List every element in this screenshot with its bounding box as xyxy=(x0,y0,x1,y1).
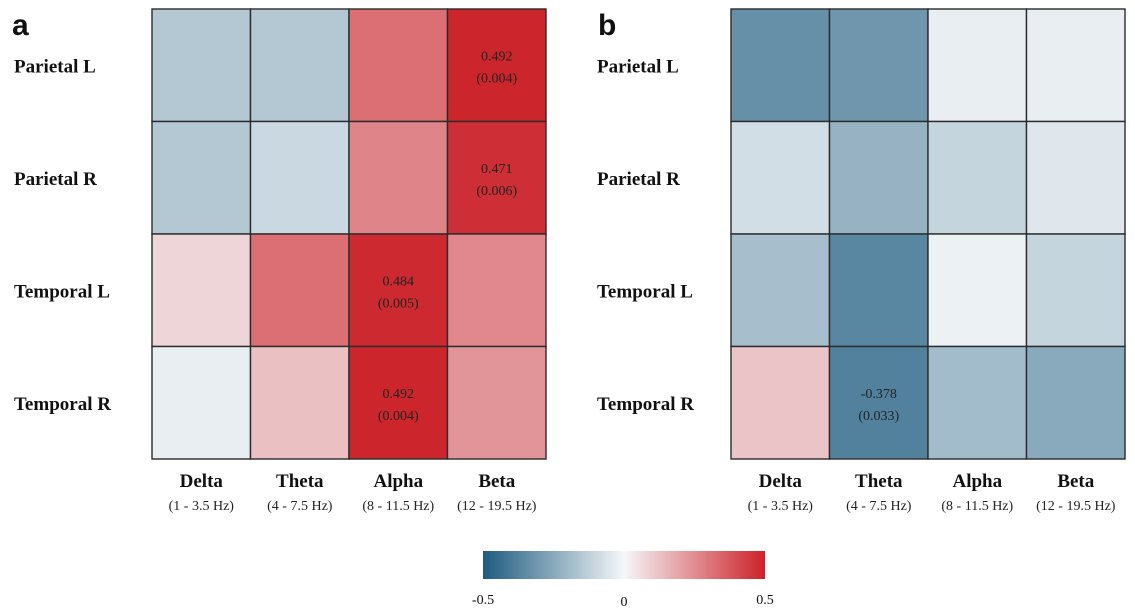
cell-value-a-2: 0.484 xyxy=(383,274,415,289)
row-label-a-0: Parietal L xyxy=(14,56,96,77)
column-label-a-3: Beta xyxy=(478,471,515,492)
row-label-b-0: Parietal L xyxy=(597,56,679,77)
heatmap-cell-b-2-3 xyxy=(1025,233,1126,348)
heatmap-cell-a-1-3 xyxy=(446,120,547,235)
column-range-b-0: (1 - 3.5 Hz) xyxy=(748,499,814,514)
column-range-a-1: (4 - 7.5 Hz) xyxy=(267,499,333,514)
row-label-a-2: Temporal L xyxy=(14,281,110,302)
heatmap-cell-b-1-0 xyxy=(730,120,831,235)
panel-label-a: a xyxy=(12,9,29,42)
cell-value-a-0: 0.492 xyxy=(481,49,513,64)
column-range-b-2: (8 - 11.5 Hz) xyxy=(941,499,1013,514)
row-label-b-2: Temporal L xyxy=(597,281,693,302)
heatmap-cell-b-2-1 xyxy=(828,233,929,348)
heatmap-cell-a-1-2 xyxy=(348,120,449,235)
heatmap-cell-a-0-2 xyxy=(348,8,449,123)
row-label-a-1: Parietal R xyxy=(14,169,97,190)
heatmap-cell-a-3-0 xyxy=(151,345,252,460)
cell-pvalue-a-3: (0.004) xyxy=(378,409,419,424)
heatmap-cell-a-0-1 xyxy=(249,8,350,123)
heatmap-cell-a-1-1 xyxy=(249,120,350,235)
column-label-a-0: Delta xyxy=(180,471,224,492)
cell-value-a-3: 0.492 xyxy=(383,387,415,402)
row-label-b-1: Parietal R xyxy=(597,169,680,190)
heatmap-cell-a-2-0 xyxy=(151,233,252,348)
heatmap-cell-b-2-0 xyxy=(730,233,831,348)
heatmap-cell-a-2-1 xyxy=(249,233,350,348)
column-label-b-3: Beta xyxy=(1057,471,1094,492)
heatmap-cell-b-3-1 xyxy=(828,345,929,460)
heatmap-cell-b-3-3 xyxy=(1025,345,1126,460)
heatmap-cell-b-0-2 xyxy=(927,8,1028,123)
panel-label-b: b xyxy=(598,9,616,42)
heatmap-cell-b-1-2 xyxy=(927,120,1028,235)
cell-value-a-1: 0.471 xyxy=(481,162,513,177)
cell-pvalue-a-1: (0.006) xyxy=(476,184,517,199)
heatmap-panel-a: a Parietal L Parietal R Temporal L Temporal … xyxy=(12,8,547,514)
column-range-a-0: (1 - 3.5 Hz) xyxy=(169,499,235,514)
heatmap-cell-b-3-0 xyxy=(730,345,831,460)
colorbar: -0.5 0 0.5 xyxy=(472,551,774,610)
row-label-b-3: Temporal R xyxy=(597,394,694,415)
cell-pvalue-a-2: (0.005) xyxy=(378,296,419,311)
column-label-a-1: Theta xyxy=(276,471,324,492)
cell-value-b-0: -0.378 xyxy=(861,387,897,402)
heatmap-panel-b: b Parietal L Parietal R Temporal L Temporal … xyxy=(597,8,1126,514)
column-range-b-1: (4 - 7.5 Hz) xyxy=(846,499,912,514)
row-label-a-3: Temporal R xyxy=(14,394,111,415)
heatmap-cell-a-3-3 xyxy=(446,345,547,460)
column-range-b-3: (12 - 19.5 Hz) xyxy=(1036,499,1116,514)
heatmap-cell-a-3-1 xyxy=(249,345,350,460)
heatmap-cell-a-0-3 xyxy=(446,8,547,123)
cell-pvalue-b-0: (0.033) xyxy=(858,409,899,424)
column-label-b-1: Theta xyxy=(855,471,903,492)
heatmap-cell-b-1-3 xyxy=(1025,120,1126,235)
heatmap-cell-a-3-2 xyxy=(348,345,449,460)
column-label-b-0: Delta xyxy=(759,471,803,492)
colorbar-gradient xyxy=(483,551,765,579)
heatmap-cell-b-2-2 xyxy=(927,233,1028,348)
heatmap-cell-a-0-0 xyxy=(151,8,252,123)
column-label-a-2: Alpha xyxy=(373,471,423,492)
colorbar-tick-max: 0.5 xyxy=(756,593,774,608)
heatmap-cell-b-0-3 xyxy=(1025,8,1126,123)
column-label-b-2: Alpha xyxy=(952,471,1002,492)
column-range-a-3: (12 - 19.5 Hz) xyxy=(457,499,537,514)
heatmap-cell-b-0-0 xyxy=(730,8,831,123)
heatmap-cell-b-3-2 xyxy=(927,345,1028,460)
heatmap-cell-a-2-3 xyxy=(446,233,547,348)
heatmap-cell-b-0-1 xyxy=(828,8,929,123)
heatmap-cell-a-2-2 xyxy=(348,233,449,348)
cell-pvalue-a-0: (0.004) xyxy=(476,71,517,86)
heatmap-cell-b-1-1 xyxy=(828,120,929,235)
colorbar-tick-min: -0.5 xyxy=(472,593,494,608)
colorbar-tick-mid: 0 xyxy=(621,595,628,610)
heatmap-cell-a-1-0 xyxy=(151,120,252,235)
column-range-a-2: (8 - 11.5 Hz) xyxy=(362,499,434,514)
